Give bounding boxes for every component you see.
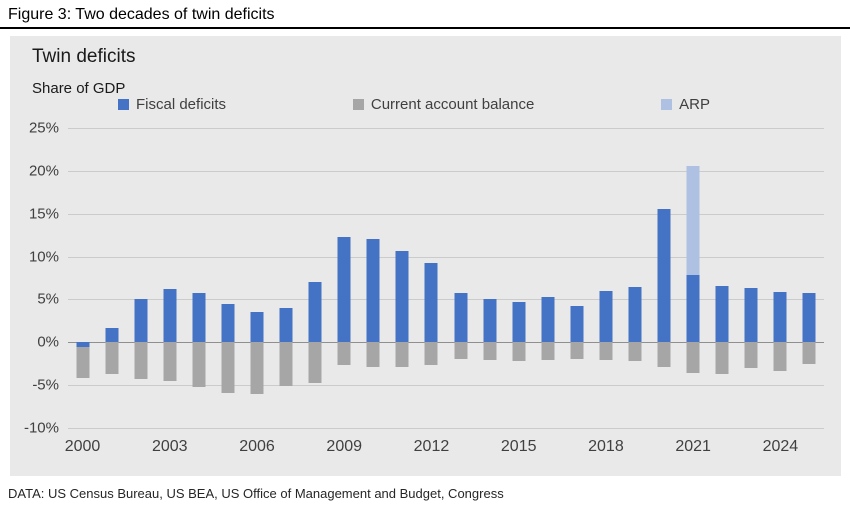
- chart-panel: Twin deficits Share of GDP Fiscal defici…: [10, 36, 841, 476]
- x-axis-tick-label: 2000: [64, 438, 101, 455]
- legend-label-current-account-balance: Current account balance: [370, 96, 535, 113]
- y-axis-tick-label: -10%: [23, 419, 59, 437]
- bar-current-account-2017: [570, 342, 584, 359]
- x-axis-tick-label: 2006: [239, 438, 275, 455]
- bar-fiscal-deficit-2000: [76, 342, 90, 347]
- plot-area: 25% 20% 15% 10% 5% 0% -5% -10%: [24, 120, 824, 437]
- bar-fiscal-deficit-2012: [424, 263, 438, 343]
- bar-current-account-2000: [76, 342, 90, 379]
- x-axis-tick-label: 2009: [326, 438, 363, 455]
- bar-fiscal-deficit-2021: [686, 274, 700, 343]
- y-axis-tick-label: 20%: [28, 162, 59, 180]
- bar-fiscal-deficit-2004: [192, 293, 206, 343]
- bar-current-account-2011: [395, 342, 409, 368]
- bar-fiscal-deficit-2003: [163, 289, 177, 343]
- gridline: [68, 213, 824, 215]
- y-axis-tick-label: 0%: [37, 333, 59, 351]
- bar-current-account-2004: [192, 342, 206, 387]
- bar-fiscal-deficit-2006: [250, 312, 264, 343]
- y-axis-tick-label: 25%: [28, 119, 59, 137]
- data-source: DATA: US Census Bureau, US BEA, US Offic…: [8, 486, 504, 501]
- bar-fiscal-deficit-2020: [657, 208, 671, 343]
- fiscal-deficits-swatch-icon: [118, 99, 129, 110]
- bar-current-account-2003: [163, 342, 177, 381]
- arp-swatch-icon: [661, 99, 673, 110]
- bar-current-account-2006: [250, 342, 264, 394]
- y-axis-tick-label: 15%: [28, 205, 59, 223]
- legend-label-arp: ARP: [679, 96, 710, 113]
- x-axis-tick-label: 2018: [588, 438, 624, 455]
- bar-fiscal-deficit-2001: [105, 327, 119, 343]
- legend-item-current-account-balance: Current account balance: [352, 96, 535, 113]
- bar-current-account-2013: [454, 342, 468, 360]
- bar-current-account-2008: [308, 342, 322, 383]
- legend-item-arp: ARP: [661, 96, 710, 113]
- x-axis-tick-label: 2024: [762, 438, 799, 455]
- bar-current-account-2015: [512, 342, 526, 362]
- gridline: [68, 385, 824, 387]
- bar-fiscal-deficit-2014: [483, 298, 497, 343]
- x-axis-tick-label: 2021: [675, 438, 711, 455]
- bar-fiscal-deficit-2023: [744, 288, 758, 343]
- current-account-swatch-icon: [352, 99, 364, 110]
- bar-current-account-2014: [483, 342, 497, 361]
- bar-fiscal-deficit-2011: [395, 250, 409, 343]
- bar-fiscal-deficit-2018: [599, 290, 613, 343]
- bar-current-account-2016: [541, 342, 555, 361]
- bar-current-account-2019: [628, 342, 642, 362]
- bar-current-account-2007: [279, 342, 293, 386]
- bar-fiscal-deficit-2002: [134, 298, 148, 343]
- gridline: [68, 170, 824, 172]
- bar-current-account-2002: [134, 342, 148, 380]
- bar-current-account-2022: [715, 342, 729, 374]
- bar-current-account-2024: [773, 342, 787, 371]
- gridline: [68, 256, 824, 258]
- y-axis-tick-label: 5%: [37, 290, 59, 308]
- bar-fiscal-deficit-2019: [628, 286, 642, 343]
- bar-current-account-2009: [337, 342, 351, 365]
- bar-current-account-2018: [599, 342, 613, 361]
- bar-current-account-2021: [686, 342, 700, 374]
- chart-title: Twin deficits: [32, 46, 136, 67]
- legend-label-fiscal-deficits: Fiscal deficits: [136, 96, 227, 113]
- gridline: [68, 128, 824, 129]
- bar-fiscal-deficit-2005: [221, 303, 235, 343]
- y-axis-tick-label: -5%: [32, 376, 59, 394]
- bar-current-account-2020: [657, 342, 671, 368]
- bar-current-account-2001: [105, 342, 119, 374]
- bar-current-account-2025: [802, 342, 816, 364]
- bar-current-account-2012: [424, 342, 438, 365]
- bar-fiscal-deficit-2017: [570, 306, 584, 343]
- gridline: [68, 299, 824, 301]
- zero-gridline: [68, 342, 824, 344]
- bar-fiscal-deficit-2022: [715, 285, 729, 343]
- bar-fiscal-deficit-2025: [802, 292, 816, 343]
- x-axis-tick-label: 2012: [413, 438, 450, 455]
- bar-fiscal-deficit-2009: [337, 236, 351, 343]
- bar-fiscal-deficit-2010: [366, 238, 380, 343]
- legend-item-fiscal-deficits: Fiscal deficits: [118, 96, 226, 113]
- bar-fiscal-deficit-2024: [773, 291, 787, 343]
- x-axis-tick-label: 2003: [151, 438, 188, 455]
- gridline: [68, 428, 824, 429]
- bar-fiscal-deficit-2007: [279, 308, 293, 343]
- bar-fiscal-deficit-2008: [308, 282, 322, 343]
- chart-legend: Fiscal deficits Current account balance …: [118, 96, 710, 113]
- x-axis: 2000 2003 2006 2009 2012 2015 2018 2021 2024: [64, 436, 824, 460]
- chart-subtitle: Share of GDP: [32, 80, 126, 97]
- figure-caption: Figure 3: Two decades of twin deficits: [8, 6, 275, 23]
- bar-current-account-2005: [221, 342, 235, 393]
- x-axis-tick-label: 2015: [500, 438, 537, 455]
- bar-current-account-2023: [744, 342, 758, 368]
- y-axis-tick-label: 10%: [28, 248, 59, 266]
- bar-arp-2021: [686, 165, 700, 275]
- caption-divider: [0, 27, 850, 29]
- bar-fiscal-deficit-2015: [512, 302, 526, 343]
- bar-fiscal-deficit-2016: [541, 296, 555, 343]
- bar-current-account-2010: [366, 342, 380, 368]
- bar-fiscal-deficit-2013: [454, 292, 468, 343]
